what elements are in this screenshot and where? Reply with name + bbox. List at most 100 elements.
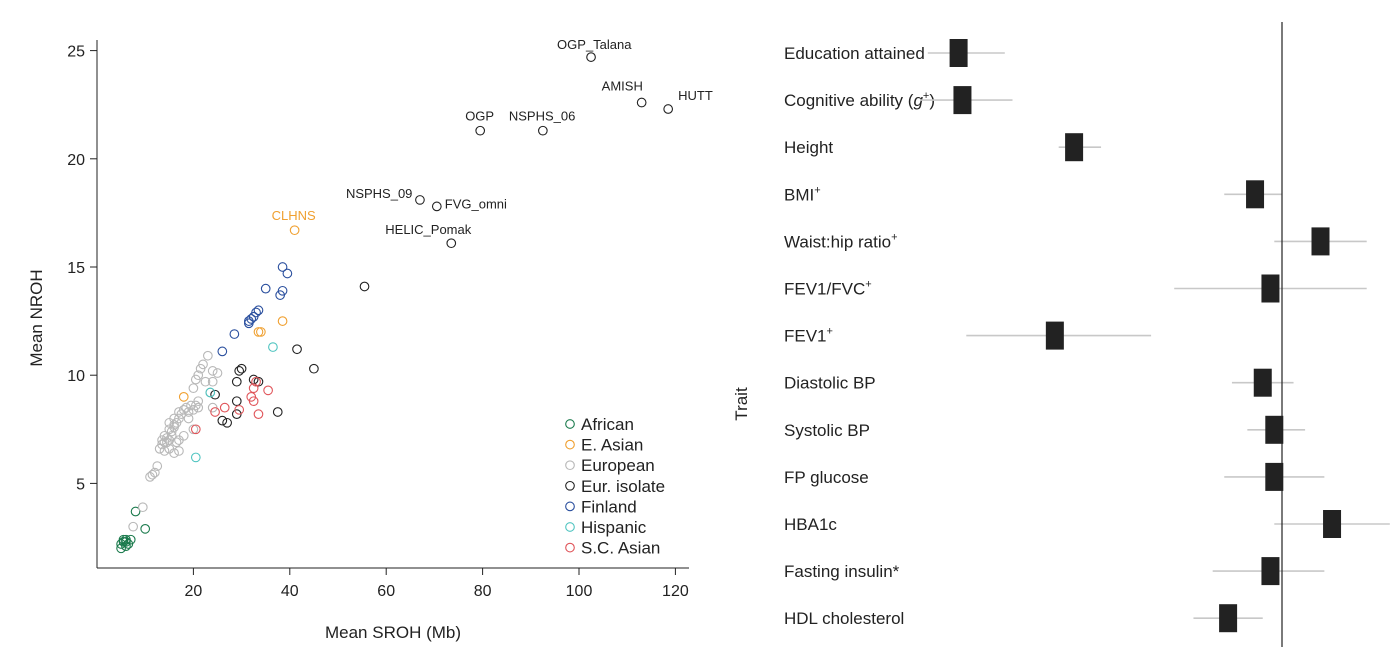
scatter-point <box>217 415 228 426</box>
scatter-point <box>188 383 199 394</box>
legend-label: European <box>581 456 655 475</box>
scatter-point <box>198 359 208 370</box>
forest-estimate-box <box>1311 227 1330 256</box>
scatter-point <box>272 407 283 417</box>
legend-marker <box>565 501 575 512</box>
forest-estimate-box <box>1323 510 1342 538</box>
scatter-y-ticks: 5 10 15 20 25 <box>67 44 97 493</box>
scatter-point <box>169 420 179 430</box>
scatter-point <box>174 407 184 417</box>
scatter-x-tick-label: 40 <box>281 583 299 600</box>
scatter-point <box>309 363 319 374</box>
legend-marker <box>565 480 575 491</box>
forest-y-axis-label: Trait <box>732 387 751 421</box>
scatter-point <box>137 502 148 513</box>
scatter-point <box>193 396 204 407</box>
scatter-point <box>157 435 167 445</box>
scatter-y-tick-label: 10 <box>67 368 85 385</box>
scatter-point <box>210 407 220 417</box>
forest-trait-label: FEV1/FVC+ <box>784 279 872 299</box>
scatter-point <box>130 506 141 517</box>
scatter-point <box>140 523 151 534</box>
forest-estimate-box <box>949 39 968 67</box>
scatter-annotation: CLHNS <box>272 208 316 223</box>
forest-estimate-box <box>1265 462 1284 491</box>
scatter-point <box>475 125 486 136</box>
scatter-point <box>193 402 204 413</box>
forest-trait-labels: Education attained Cognitive ability (g+)… <box>784 44 935 628</box>
scatter-point <box>174 446 184 456</box>
scatter-point <box>251 376 261 387</box>
scatter-point <box>636 97 647 108</box>
forest-trait-label: Waist:hip ratio+ <box>784 231 898 251</box>
scatter-point <box>231 376 242 387</box>
forest-estimate-box <box>1265 415 1284 444</box>
forest-confidence-intervals <box>920 52 1390 620</box>
scatter-annotation: HUTT <box>678 88 713 103</box>
scatter-point <box>260 283 271 294</box>
scatter-point <box>152 461 163 471</box>
scatter-point <box>431 201 442 212</box>
scatter-point <box>248 374 259 385</box>
scatter-point <box>234 404 245 415</box>
scatter-point <box>212 368 223 378</box>
scatter-point <box>229 329 240 339</box>
scatter-point <box>190 424 201 435</box>
forest-estimate-boxes <box>949 39 1342 633</box>
forest-estimate-box <box>1261 557 1280 586</box>
forest-trait-label: FP glucose <box>784 468 869 487</box>
scatter-point <box>217 346 228 357</box>
scatter-point <box>128 521 138 532</box>
scatter-y-tick-label: 5 <box>76 476 85 493</box>
scatter-point <box>205 387 216 398</box>
scatter-annotation: OGP_Talana <box>557 37 632 52</box>
scatter-point <box>171 437 182 448</box>
legend-label: African <box>581 415 634 434</box>
scatter-point <box>174 435 184 445</box>
scatter-point <box>118 534 129 545</box>
scatter-point <box>162 437 172 448</box>
scatter-x-tick-label: 80 <box>474 583 492 600</box>
forest-estimate-box <box>953 86 972 115</box>
forest-estimate-box <box>1261 274 1280 303</box>
forest-trait-label: BMI+ <box>784 184 821 204</box>
scatter-annotation: NSPHS_09 <box>346 186 412 201</box>
scatter-point <box>234 366 245 376</box>
scatter-point <box>178 404 189 415</box>
scatter-point <box>415 195 425 205</box>
scatter-x-ticks: 20 40 60 80 100 120 <box>185 568 689 600</box>
legend-marker <box>565 542 575 553</box>
forest-estimate-box <box>1045 321 1064 350</box>
scatter-point <box>277 316 288 326</box>
scatter-point <box>190 452 201 463</box>
scatter-point <box>157 439 167 450</box>
forest-trait-label: Education attained <box>784 44 925 63</box>
forest-trait-label: FEV1+ <box>784 326 833 346</box>
scatter-point <box>292 344 302 355</box>
scatter-point <box>253 305 264 316</box>
scatter-point <box>268 342 278 352</box>
scatter-point <box>162 433 172 443</box>
forest-trait-label: Diastolic BP <box>784 374 876 393</box>
scatter-point <box>121 536 131 547</box>
scatter-point <box>149 467 160 478</box>
forest-trait-label: HDL cholesterol <box>784 609 904 628</box>
scatter-point <box>253 376 264 387</box>
scatter-point <box>282 268 293 279</box>
forest-estimate-box <box>1246 180 1265 209</box>
scatter-x-tick-label: 120 <box>662 583 689 600</box>
scatter-point <box>166 430 177 441</box>
forest-estimate-box <box>1253 368 1272 397</box>
scatter-point <box>243 316 254 326</box>
legend-label: S.C. Asian <box>581 539 660 558</box>
scatter-point <box>164 443 175 454</box>
scatter-point <box>537 125 548 136</box>
scatter-y-tick-label: 25 <box>67 44 85 61</box>
scatter-x-tick-label: 100 <box>566 583 593 600</box>
legend-marker <box>565 522 575 532</box>
forest-trait-label: HBA1c <box>784 515 837 534</box>
forest-trait-label: Cognitive ability (g+) <box>784 90 935 110</box>
scatter-point <box>253 409 264 420</box>
scatter-point <box>248 396 259 407</box>
